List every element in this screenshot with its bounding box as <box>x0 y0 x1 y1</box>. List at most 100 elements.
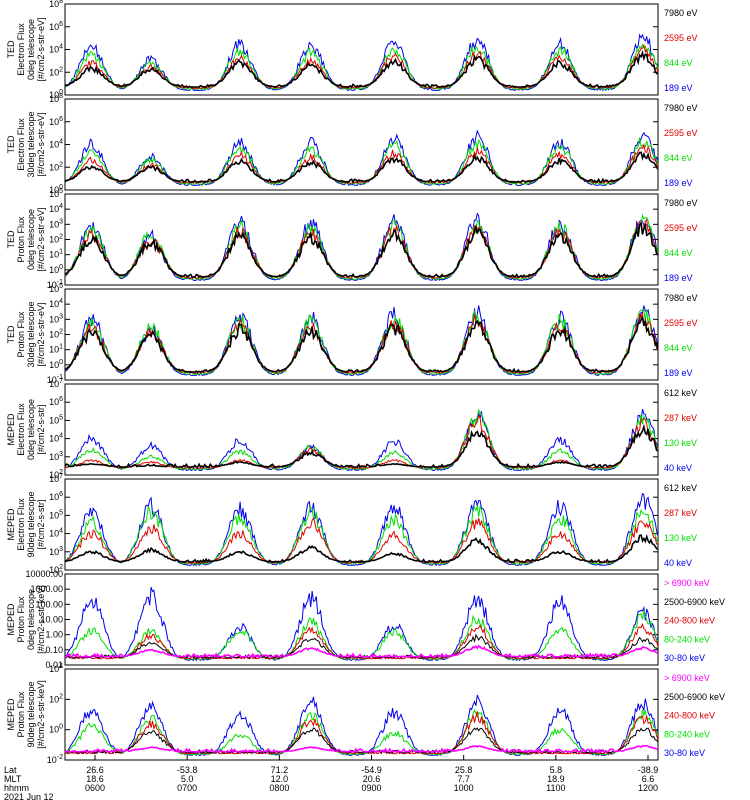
series-line-30-80-kev <box>65 694 658 757</box>
legend-entry: 287 keV <box>664 413 697 423</box>
legend-entry: 189 eV <box>664 273 693 283</box>
legend-entry: 2595 eV <box>664 33 698 43</box>
y-tick-label: 106 <box>49 21 63 32</box>
series-line-612-kev <box>65 533 658 564</box>
lat-value: -54.9 <box>361 765 382 775</box>
legend-entry: 240-800 keV <box>664 711 715 721</box>
y-tick-label: 105 <box>49 188 63 199</box>
y-tick-label: 102 <box>49 329 63 340</box>
legend-entry: 2595 eV <box>664 223 698 233</box>
series-line-80-240-kev <box>65 610 658 661</box>
y-tick-label: 106 <box>49 396 63 407</box>
lat-value: 5.8 <box>550 765 563 775</box>
series-line-40-kev <box>65 408 658 472</box>
mlt-value: 20.6 <box>363 774 381 784</box>
hhmm-value: 0700 <box>177 783 197 793</box>
series-line-30-80-kev <box>65 587 658 662</box>
y-tick-label: 105 <box>49 509 63 520</box>
y-axis-label: MEPEDElectron Flux90deg telescope[#/cm2-… <box>6 491 46 557</box>
mlt-value: 18.9 <box>547 774 565 784</box>
lat-value: -38.9 <box>638 765 659 775</box>
legend-entry: 30-80 keV <box>664 653 705 663</box>
y-tick-label: 102 <box>49 564 63 575</box>
legend-entry: 189 eV <box>664 368 693 378</box>
series-line-130-kev <box>65 408 658 471</box>
y-tick-label: 1.00 <box>45 630 63 640</box>
panel-data <box>65 694 658 757</box>
panel-data <box>65 305 658 377</box>
y-tick-label: 102 <box>49 161 63 172</box>
y-tick-label: 104 <box>49 298 63 309</box>
legend-entry: 40 keV <box>664 463 692 473</box>
legend-entry: 40 keV <box>664 558 692 568</box>
y-tick-label: 105 <box>49 414 63 425</box>
mlt-value: 12.0 <box>271 774 289 784</box>
y-tick-label: 102 <box>49 234 63 245</box>
lat-value: 25.8 <box>455 765 473 775</box>
date-label: 2021 Jun 12 <box>4 792 54 800</box>
hhmm-value: 0800 <box>269 783 289 793</box>
y-axis-label: MEPEDProton Flux0deg telescope[#/cm2-s-s… <box>6 585 46 654</box>
legend-entry: 189 eV <box>664 83 693 93</box>
series-line-189-ev <box>65 33 658 92</box>
panel-data <box>65 129 658 186</box>
legend-entry: 30-80 keV <box>664 748 705 758</box>
y-tick-label: 100 <box>49 359 63 370</box>
y-tick-label: 107 <box>49 473 63 484</box>
y-axis-label: TEDElectron Flux0deg telescope[#/cm2-s-s… <box>6 17 46 81</box>
y-tick-label: 100 <box>49 264 63 275</box>
y-tick-label: 100 <box>49 184 63 195</box>
panel-data <box>65 587 658 662</box>
y-axis-label: TEDProton Flux30deg telescope[#/cm2-s-st… <box>6 301 46 367</box>
y-tick-label: 104 <box>49 433 63 444</box>
hhmm-value: 1200 <box>638 783 658 793</box>
y-tick-label: 103 <box>49 218 63 229</box>
y-tick-label: 104 <box>49 528 63 539</box>
legend-entry: 844 eV <box>664 153 693 163</box>
y-tick-label: 101 <box>49 344 63 355</box>
y-tick-label: 103 <box>49 451 63 462</box>
y-tick-label: 102 <box>49 693 63 704</box>
series-line-189-ev <box>65 305 658 377</box>
y-tick-label: 0.01 <box>45 660 63 670</box>
lat-value: -53.8 <box>177 765 198 775</box>
mlt-value: 7.7 <box>457 774 470 784</box>
lat-value: 26.6 <box>86 765 104 775</box>
y-tick-label: 102 <box>49 469 63 480</box>
y-tick-label: 102 <box>49 66 63 77</box>
y-tick-label: 108 <box>49 93 63 104</box>
y-tick-label: 100.00 <box>35 599 63 609</box>
legend-entry: > 6900 keV <box>664 673 710 683</box>
panel-frame <box>64 478 659 571</box>
y-tick-label: 100 <box>49 724 63 735</box>
series-line-287-kev <box>65 414 658 470</box>
y-tick-label: 104 <box>49 139 63 150</box>
y-axis-label: MEPEDElectron Flux0deg telescope[#/cm2-s… <box>6 399 46 460</box>
y-tick-label: 10-1 <box>47 374 63 385</box>
y-tick-label: 107 <box>49 378 63 389</box>
legend-entry: 189 eV <box>664 178 693 188</box>
y-tick-label: 10.00 <box>40 615 63 625</box>
legend-entry: 2500-6900 keV <box>664 597 725 607</box>
y-tick-label: 104 <box>49 203 63 214</box>
hhmm-value: 0900 <box>361 783 381 793</box>
y-tick-label: 10000.00 <box>25 569 63 579</box>
series-line--6900-kev <box>65 744 658 754</box>
legend-entry: 2595 eV <box>664 128 698 138</box>
x-row-label: MLT <box>4 774 22 784</box>
mlt-value: 5.0 <box>181 774 194 784</box>
series-line-7980-ev <box>65 315 658 373</box>
y-tick-label: 10-1 <box>47 279 63 290</box>
y-tick-label: 1000.00 <box>30 584 63 594</box>
y-tick-label: 105 <box>49 283 63 294</box>
legend-entry: 240-800 keV <box>664 616 715 626</box>
series-line-7980-ev <box>65 49 658 89</box>
hhmm-value: 1000 <box>454 783 474 793</box>
panel-frame <box>64 3 659 96</box>
series-line-2595-ev <box>65 312 658 374</box>
panel-frame <box>64 383 659 476</box>
